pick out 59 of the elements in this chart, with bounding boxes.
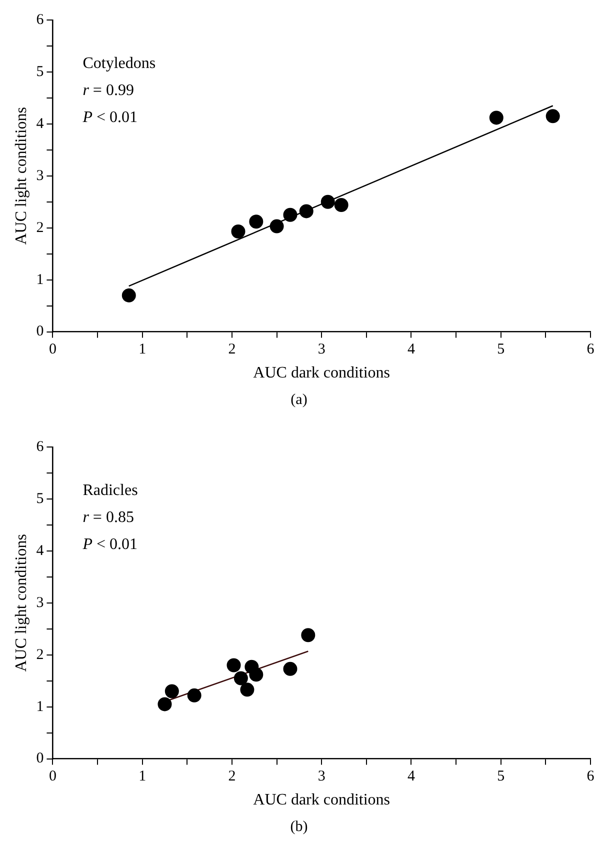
point <box>334 198 348 212</box>
y-tick-label: 4 <box>36 116 44 132</box>
y-tick-label: 5 <box>36 490 44 507</box>
y-tick-label: 4 <box>36 542 44 559</box>
x-tick-label: 0 <box>48 768 56 785</box>
y-tick-label: 0 <box>36 750 44 767</box>
x-tick-label: 6 <box>586 768 595 785</box>
annotation: Radicles <box>82 482 138 499</box>
point <box>299 204 314 218</box>
y-tick-label: 6 <box>36 438 44 455</box>
x-tick-label: 1 <box>138 342 146 358</box>
point <box>283 662 298 676</box>
x-tick-label: 2 <box>228 342 236 358</box>
y-axis-title: AUC light conditions <box>12 534 30 672</box>
x-tick-label: 4 <box>407 768 416 785</box>
x-tick-label: 3 <box>318 342 326 358</box>
text: (a) <box>290 392 308 409</box>
x-tick-label: 0 <box>48 342 56 358</box>
x-tick-label: 1 <box>138 768 146 785</box>
point <box>226 658 241 672</box>
x-axis-title: AUC dark conditions <box>253 792 390 809</box>
y-tick-label: 5 <box>36 64 44 80</box>
point <box>249 668 264 682</box>
x-axis-title: AUC dark conditions <box>253 364 390 382</box>
x-tick-label: 5 <box>497 768 505 785</box>
point <box>283 208 298 222</box>
x-tick-label: 2 <box>228 768 236 785</box>
y-tick-label: 2 <box>36 646 44 663</box>
y-axis-title: AUC light conditions <box>12 107 30 245</box>
point <box>122 288 136 302</box>
point <box>158 697 172 712</box>
y-tick-label: 3 <box>36 168 44 184</box>
point <box>546 109 560 124</box>
y-tick-label: 1 <box>36 698 44 715</box>
point <box>164 684 179 698</box>
point <box>249 214 264 229</box>
y-tick-label: 2 <box>36 220 44 236</box>
point <box>320 194 335 209</box>
point <box>231 224 246 239</box>
point <box>240 682 254 697</box>
annotation: r = 0.99 <box>82 82 134 99</box>
x-tick-label: 4 <box>407 342 416 358</box>
annotation: P < 0.01 <box>82 109 138 126</box>
annotation: Cotyledons <box>82 55 156 72</box>
annotation: r = 0.85 <box>82 509 134 526</box>
x-tick-label: 6 <box>586 342 595 358</box>
annotation: P < 0.01 <box>82 536 138 553</box>
point <box>270 219 284 234</box>
x-tick-label: 3 <box>318 768 326 785</box>
point <box>187 688 202 702</box>
y-tick-label: 6 <box>36 12 44 28</box>
point <box>234 671 248 686</box>
text: (b) <box>289 819 309 836</box>
y-tick-label: 3 <box>36 594 44 611</box>
point <box>301 628 316 642</box>
x-tick-label: 5 <box>497 342 505 358</box>
y-tick-label: 1 <box>36 272 44 288</box>
point <box>489 110 504 125</box>
y-tick-label: 0 <box>36 324 44 340</box>
